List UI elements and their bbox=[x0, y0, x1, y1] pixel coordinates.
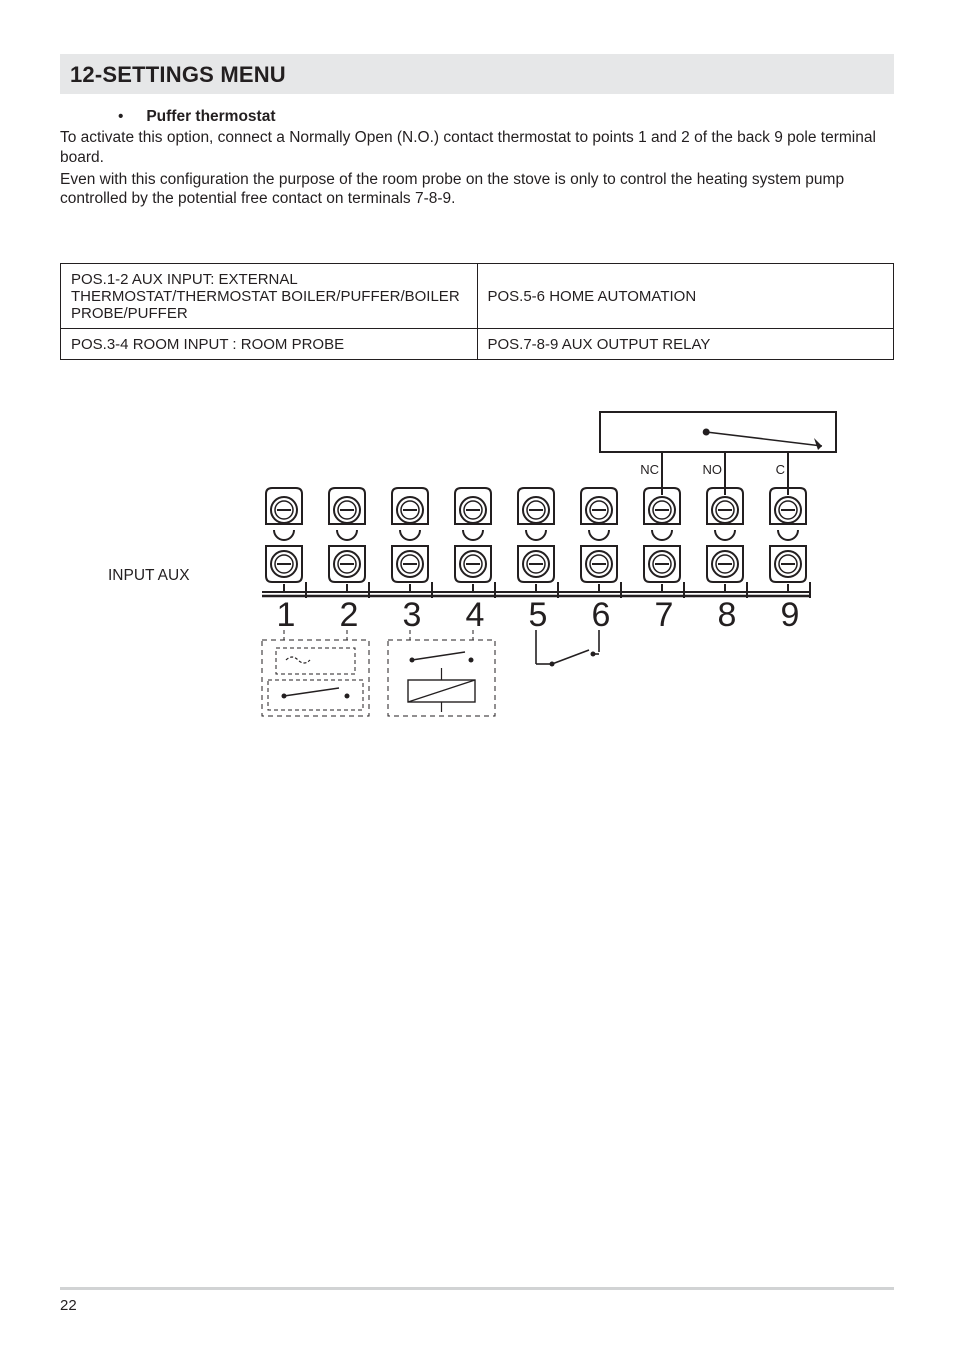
bullet-dot: • bbox=[118, 108, 142, 126]
svg-text:9: 9 bbox=[781, 596, 800, 634]
svg-text:8: 8 bbox=[718, 596, 737, 634]
svg-text:5: 5 bbox=[529, 596, 548, 634]
svg-text:1: 1 bbox=[277, 596, 296, 634]
table-row: POS.3-4 ROOM INPUT : ROOM PROBE POS.7-8-… bbox=[61, 329, 894, 360]
table-cell: POS.1-2 AUX INPUT: EXTERNAL THERMOSTAT/T… bbox=[61, 264, 478, 329]
input-aux-label: INPUT AUX bbox=[60, 563, 230, 585]
section-title: 12-SETTINGS MENU bbox=[70, 62, 884, 88]
svg-text:NC: NC bbox=[640, 462, 659, 477]
svg-text:6: 6 bbox=[592, 596, 611, 634]
svg-text:NO: NO bbox=[703, 462, 723, 477]
svg-text:C: C bbox=[776, 462, 785, 477]
table-cell: POS.7-8-9 AUX OUTPUT RELAY bbox=[477, 329, 894, 360]
terminal-diagram: NC NO C 1 2 3 4 5 6 7 8 9 bbox=[230, 406, 894, 741]
bottom-rule bbox=[60, 1287, 894, 1290]
bullet-label: Puffer thermostat bbox=[146, 108, 275, 125]
bullet-puffer-thermostat: • Puffer thermostat bbox=[60, 108, 894, 126]
table-cell: POS.5-6 HOME AUTOMATION bbox=[477, 264, 894, 329]
svg-text:4: 4 bbox=[466, 596, 485, 634]
paragraph-1: To activate this option, connect a Norma… bbox=[60, 128, 894, 168]
terminal-table: POS.1-2 AUX INPUT: EXTERNAL THERMOSTAT/T… bbox=[60, 263, 894, 360]
svg-text:3: 3 bbox=[403, 596, 422, 634]
table-cell: POS.3-4 ROOM INPUT : ROOM PROBE bbox=[61, 329, 478, 360]
page-number: 22 bbox=[60, 1297, 77, 1314]
section-header: 12-SETTINGS MENU bbox=[60, 54, 894, 94]
paragraph-2: Even with this configuration the purpose… bbox=[60, 170, 894, 210]
table-row: POS.1-2 AUX INPUT: EXTERNAL THERMOSTAT/T… bbox=[61, 264, 894, 329]
svg-text:2: 2 bbox=[340, 596, 359, 634]
svg-text:7: 7 bbox=[655, 596, 674, 634]
